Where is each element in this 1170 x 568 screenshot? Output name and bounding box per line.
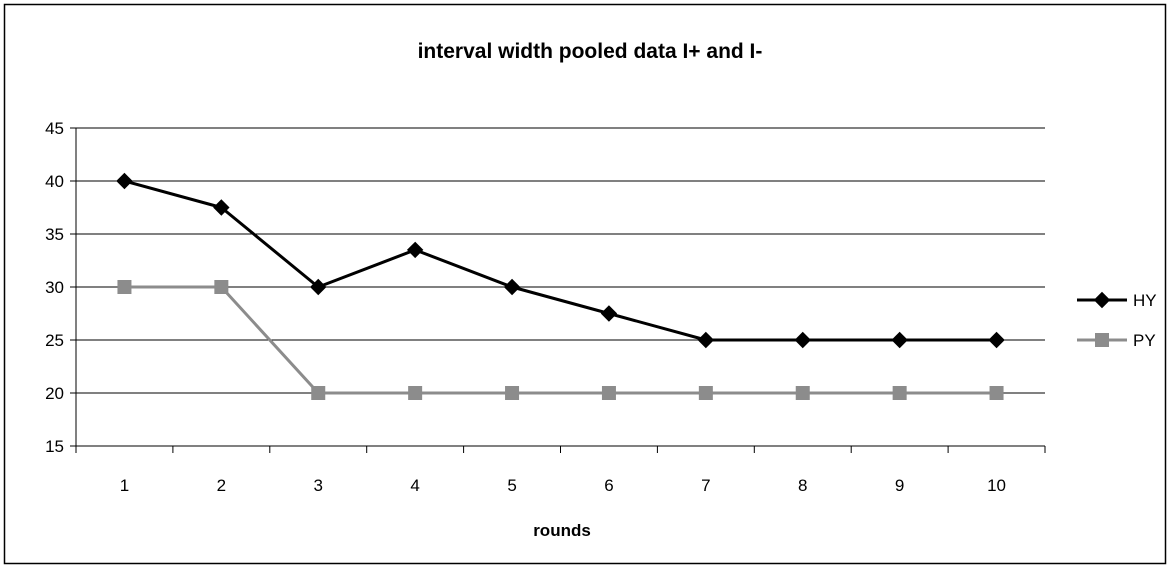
data-point-py [215,281,228,294]
x-tick-label: 9 [895,476,904,495]
y-tick-label: 25 [45,331,64,350]
data-point-py [506,387,519,400]
data-point-py [796,387,809,400]
data-point-py [893,387,906,400]
y-tick-label: 30 [45,278,64,297]
x-tick-label: 7 [701,476,710,495]
x-tick-label: 2 [217,476,226,495]
x-tick-label: 5 [507,476,516,495]
x-axis-label: rounds [533,521,591,540]
y-tick-label: 15 [45,437,64,456]
x-tick-label: 10 [987,476,1006,495]
y-tick-label: 45 [45,119,64,138]
legend-label-py: PY [1133,331,1156,350]
data-point-py [699,387,712,400]
y-tick-label: 40 [45,172,64,191]
legend-marker-py [1096,334,1109,347]
y-tick-label: 20 [45,384,64,403]
data-point-py [312,387,325,400]
x-tick-label: 6 [604,476,613,495]
legend-label-hy: HY [1133,291,1157,310]
x-tick-label: 8 [798,476,807,495]
data-point-py [409,387,422,400]
x-tick-label: 4 [410,476,419,495]
data-point-py [118,281,131,294]
data-point-py [990,387,1003,400]
data-point-py [602,387,615,400]
y-tick-label: 35 [45,225,64,244]
x-tick-label: 3 [314,476,323,495]
x-tick-label: 1 [120,476,129,495]
chart-title: interval width pooled data I+ and I- [418,40,763,63]
